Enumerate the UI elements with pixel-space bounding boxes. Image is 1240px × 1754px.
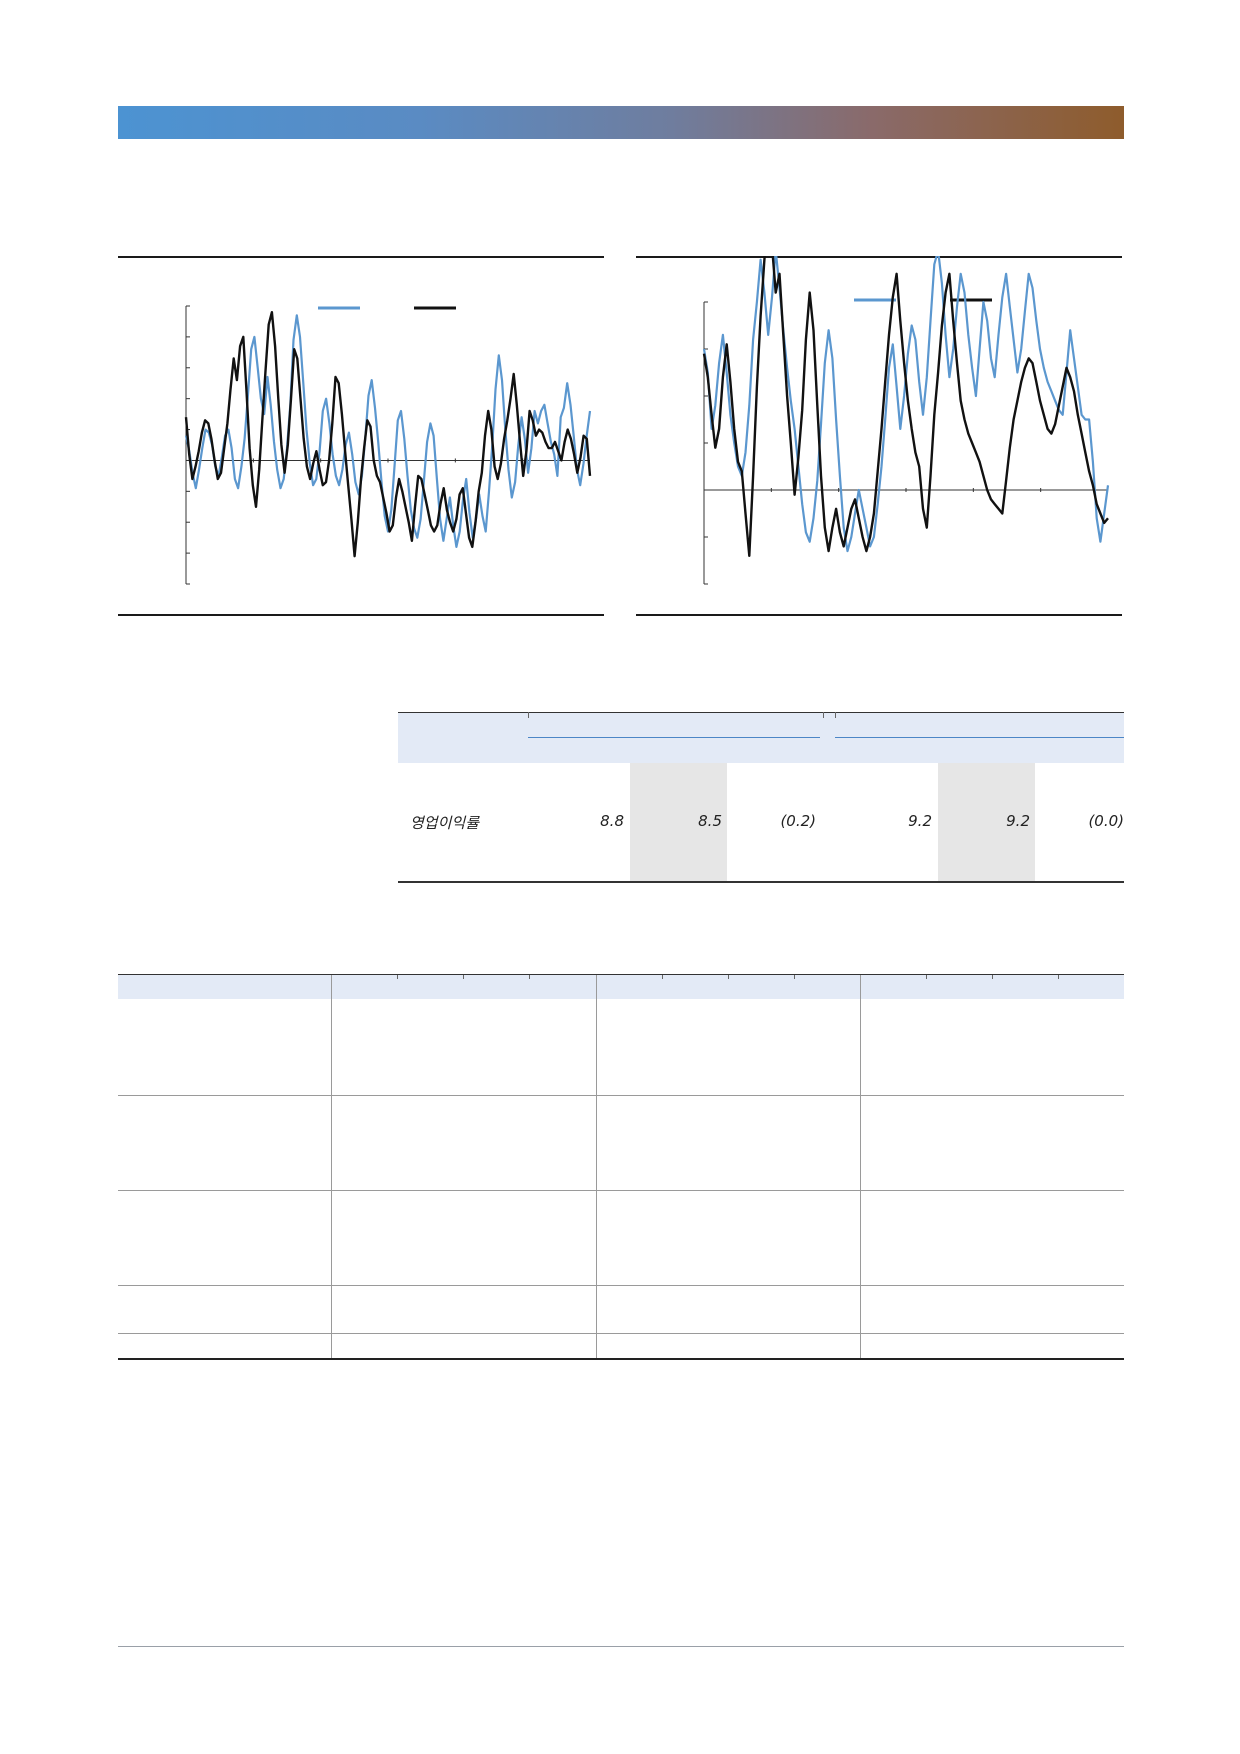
detail-row-divider xyxy=(118,1190,1124,1191)
detail-table xyxy=(118,974,1124,1360)
detail-table-header-band xyxy=(118,975,1124,999)
summary-table-bottom-rule xyxy=(398,881,1124,883)
chart-left-bottom-rule xyxy=(118,614,604,616)
chart-right-panel xyxy=(636,256,1122,616)
chart-left-panel xyxy=(118,256,604,616)
detail-column-divider xyxy=(331,975,332,1358)
detail-header-tick xyxy=(463,975,464,979)
detail-header-tick xyxy=(728,975,729,979)
summary-cell: 8.5 xyxy=(698,812,722,830)
series-line-blue xyxy=(702,256,1110,553)
detail-header-tick xyxy=(926,975,927,979)
detail-row-divider xyxy=(118,1285,1124,1286)
detail-header-tick xyxy=(1058,975,1059,979)
summary-header-tick xyxy=(835,712,836,718)
detail-column-divider xyxy=(860,975,861,1358)
summary-table-header-band xyxy=(398,713,1124,763)
detail-header-tick xyxy=(992,975,993,979)
summary-table: 영업이익률 8.8 8.5 (0.2) 9.2 9.2 (0.0) xyxy=(398,712,1124,884)
footer-rule xyxy=(118,1646,1124,1647)
chart-right-bottom-rule xyxy=(636,614,1122,616)
detail-row-divider xyxy=(118,1333,1124,1334)
summary-group-underline-1 xyxy=(528,737,820,738)
summary-highlight-column-2 xyxy=(938,763,1035,881)
summary-cell: 9.2 xyxy=(1006,812,1030,830)
detail-header-tick xyxy=(662,975,663,979)
chart-right-svg xyxy=(702,256,1110,585)
detail-header-tick xyxy=(529,975,530,979)
series-line-blue xyxy=(184,314,592,548)
summary-cell: 8.8 xyxy=(600,812,624,830)
detail-table-top-rule xyxy=(118,974,1124,975)
summary-highlight-column-1 xyxy=(630,763,727,881)
series-line-black xyxy=(702,256,1109,557)
summary-table-top-rule xyxy=(398,712,1124,713)
detail-row-divider xyxy=(118,1095,1124,1096)
summary-group-underline-2 xyxy=(835,737,1124,738)
summary-row-label: 영업이익률 xyxy=(410,814,480,832)
detail-header-tick xyxy=(397,975,398,979)
summary-header-tick xyxy=(528,712,529,718)
summary-cell: (0.0) xyxy=(1088,812,1124,830)
chart-right-top-rule xyxy=(636,256,1122,258)
summary-header-tick xyxy=(823,712,824,718)
chart-left-top-rule xyxy=(118,256,604,258)
header-gradient-bar xyxy=(118,106,1124,139)
detail-header-tick xyxy=(794,975,795,979)
chart-left-svg xyxy=(184,305,592,585)
summary-cell: (0.2) xyxy=(780,812,816,830)
series-line-black xyxy=(184,311,592,558)
detail-table-bottom-rule xyxy=(118,1358,1124,1360)
summary-cell: 9.2 xyxy=(908,812,932,830)
detail-column-divider xyxy=(596,975,597,1358)
